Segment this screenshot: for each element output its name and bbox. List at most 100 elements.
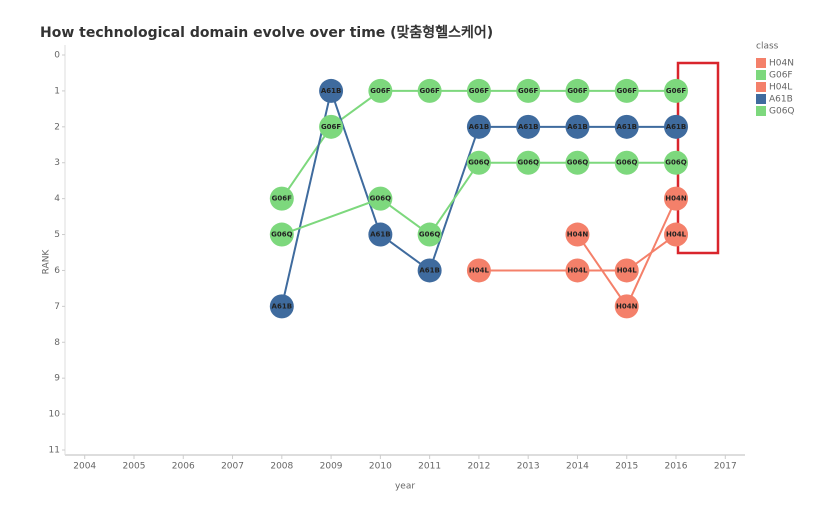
y-tick-label: 6 [54,266,60,276]
y-tick-label: 9 [54,374,60,384]
point-label: H04L [567,266,588,274]
point-label: G06F [370,87,390,95]
point-label: G06F [518,87,538,95]
point-label: H04L [469,266,490,274]
point [664,114,689,139]
x-tick-label: 2005 [123,462,146,472]
legend-swatch [756,70,766,80]
x-tick-label: 2004 [73,462,96,472]
point [368,186,393,211]
x-tick-label: 2013 [517,462,540,472]
point-label: A61B [666,123,687,131]
point-label: G06Q [370,195,391,203]
point-label: A61B [419,266,440,274]
point-label: G06F [272,195,292,203]
point [565,78,590,103]
y-tick-label: 10 [49,410,61,420]
y-tick-label: 2 [54,122,60,132]
point-label: G06Q [517,159,538,167]
point [664,186,689,211]
point [614,78,639,103]
point-label: H04N [567,231,589,239]
y-tick-label: 7 [54,302,60,312]
point [516,78,541,103]
point-label: H04N [665,195,687,203]
y-tick-label: 8 [54,338,60,348]
point [664,150,689,175]
point [565,114,590,139]
series-line [280,89,677,200]
point [368,222,393,247]
point-label: G06Q [468,159,489,167]
point-label: G06F [419,87,439,95]
point-label: A61B [616,123,637,131]
series-line [478,233,677,272]
point-label: G06F [617,87,637,95]
point-label: A61B [567,123,588,131]
point [417,78,442,103]
x-tick-label: 2007 [221,462,244,472]
x-tick-label: 2016 [665,462,688,472]
chart-title: How technological domain evolve over tim… [40,24,493,41]
legend-label: H04L [769,83,792,93]
x-tick-label: 2010 [369,462,392,472]
x-tick-label: 2017 [714,462,737,472]
point [614,258,639,283]
point-label: G06Q [616,159,637,167]
point [319,114,344,139]
y-tick-label: 1 [54,86,60,96]
y-tick-label: 0 [54,51,60,61]
y-tick-label: 5 [54,230,60,240]
point-label: H04L [666,231,687,239]
legend-label: G06F [769,71,793,81]
point [319,78,344,103]
point [565,258,590,283]
y-tick-label: 3 [54,158,60,168]
x-axis-title: year [395,482,415,492]
x-tick-label: 2008 [270,462,293,472]
point [269,294,294,319]
point-label: G06Q [271,231,292,239]
point [417,222,442,247]
point [614,150,639,175]
legend-swatch [756,106,766,116]
point-label: G06F [666,87,686,95]
series-line [576,198,677,309]
legend-label: H04N [769,59,794,69]
point [614,114,639,139]
point [466,258,491,283]
point-label: G06F [321,123,341,131]
x-tick-label: 2011 [418,462,441,472]
legend-title: class [756,42,779,52]
x-tick-label: 2014 [566,462,589,472]
point [269,186,294,211]
point [565,150,590,175]
point [516,150,541,175]
y-tick-label: 11 [49,446,60,456]
point [664,222,689,247]
y-axis-title: RANK [42,249,52,275]
point [664,78,689,103]
point [516,114,541,139]
point-label: H04L [617,266,638,274]
point-label: G06F [469,87,489,95]
point [614,294,639,319]
legend-label: G06Q [769,107,795,117]
legend-swatch [756,58,766,68]
point-label: A61B [272,302,293,310]
point-label: G06F [567,87,587,95]
point-label: H04N [616,302,638,310]
y-tick-label: 4 [54,194,60,204]
x-tick-label: 2015 [615,462,638,472]
legend-swatch [756,82,766,92]
point [466,78,491,103]
point [417,258,442,283]
point-label: G06Q [567,159,588,167]
point [466,150,491,175]
point-label: G06Q [665,159,686,167]
x-tick-label: 2006 [172,462,195,472]
point-label: A61B [469,123,490,131]
x-tick-label: 2012 [467,462,490,472]
point-label: G06Q [419,231,440,239]
